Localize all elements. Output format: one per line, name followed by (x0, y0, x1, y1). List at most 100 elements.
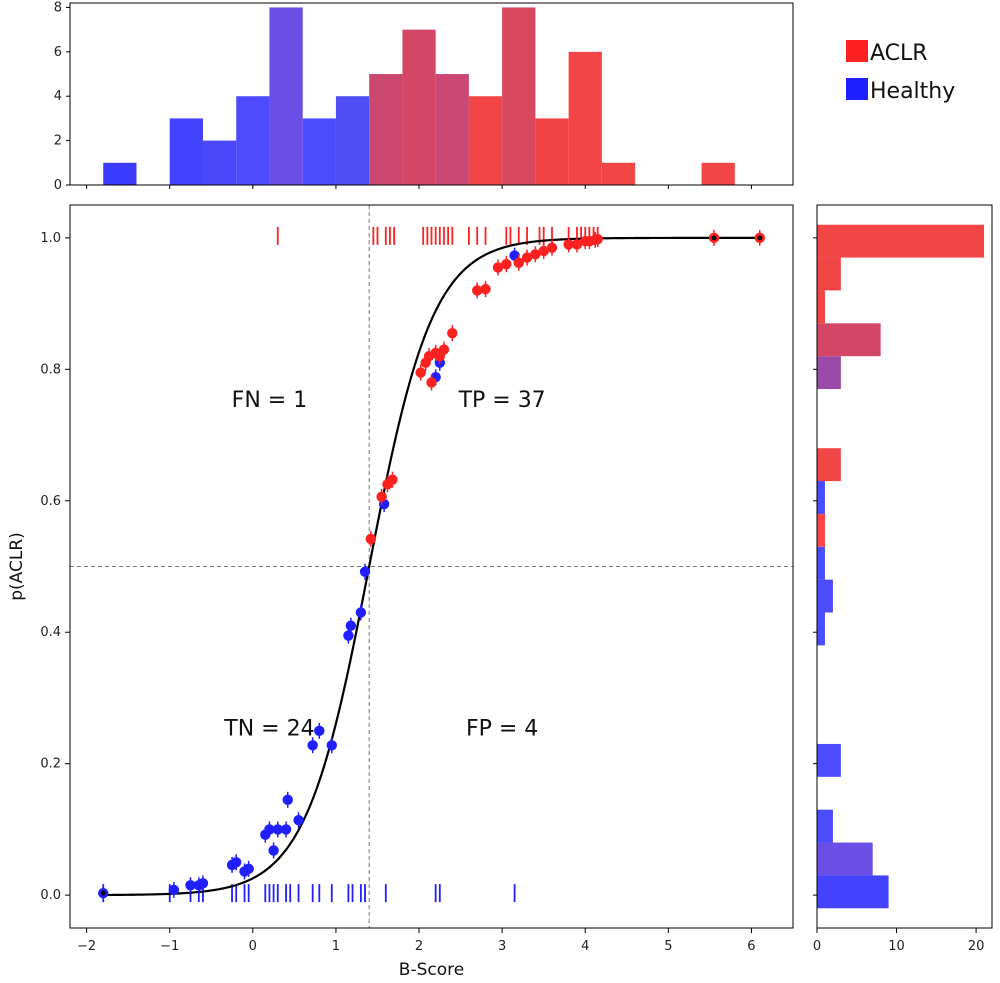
side-hist-bar (817, 546, 825, 580)
data-point-healthy (272, 824, 283, 835)
top-hist-bar (202, 140, 237, 185)
data-point-aclr (492, 262, 504, 273)
x-tick-label: 4 (581, 939, 589, 954)
side-hist-bar (817, 356, 841, 390)
side-hist-bar (817, 842, 873, 876)
top-hist-bar (535, 118, 569, 185)
top-hist-bar (302, 118, 336, 185)
x-tick-label: 6 (747, 939, 755, 954)
quadrant-label: FN = 1 (232, 388, 308, 413)
data-point-aclr (376, 491, 387, 503)
data-point-aclr (415, 367, 426, 378)
data-point-aclr (438, 344, 450, 355)
data-point-aclr (472, 285, 483, 296)
side-hist-bar (817, 612, 825, 646)
data-point-aclr (530, 249, 541, 260)
data-point-healthy (307, 740, 318, 751)
top-hist-bar (468, 96, 503, 185)
top-histogram: 0 2 4 6 8 (54, 0, 794, 193)
side-hist-x-tick-label: 0 (813, 939, 821, 954)
data-point-aclr (501, 258, 512, 270)
top-hist-bar (435, 74, 469, 185)
data-point-healthy (345, 620, 357, 631)
data-point-aclr (592, 233, 603, 245)
side-hist-bar (817, 743, 841, 777)
data-point-aclr (513, 257, 524, 269)
data-point-aclr (546, 242, 558, 253)
data-point-healthy (282, 794, 293, 806)
data-point-healthy (359, 566, 371, 577)
data-point-healthy (185, 880, 196, 891)
top-hist-bar (236, 96, 270, 185)
data-point-healthy (168, 884, 180, 896)
top-hist-y-tick-label: 8 (54, 0, 62, 15)
legend-swatch-healthy (846, 78, 868, 100)
data-point-healthy (280, 824, 292, 835)
top-hist-bar (335, 96, 370, 185)
side-hist-bar (817, 513, 825, 547)
quadrant-label: FP = 4 (466, 717, 538, 742)
y-axis-title: p(ACLR) (7, 532, 27, 601)
side-hist-bar (817, 257, 841, 291)
side-hist-frame (816, 204, 993, 929)
data-point-healthy (293, 815, 304, 826)
point-center-marker (100, 890, 106, 896)
top-hist-bar (369, 74, 403, 185)
side-hist-bar (817, 290, 825, 324)
x-axis-title: B-Score (399, 960, 464, 980)
side-hist-bar (817, 448, 841, 482)
data-point-aclr (426, 377, 437, 388)
x-tick-label: 0 (249, 939, 257, 954)
y-tick-label: 0.6 (40, 494, 61, 509)
top-hist-bar (568, 51, 602, 185)
top-hist-bar (701, 162, 735, 185)
top-hist-bar (502, 7, 536, 185)
top-hist-bar (103, 162, 137, 185)
data-point-healthy (243, 863, 254, 875)
top-hist-bar (169, 118, 203, 185)
x-tick-label: 5 (664, 939, 672, 954)
side-hist-x-tick-label: 20 (968, 939, 985, 954)
x-tick-label: 3 (498, 939, 506, 954)
side-histogram: 0 10 20 (813, 204, 993, 954)
side-hist-bar (817, 224, 985, 258)
legend-label-healthy: Healthy (870, 79, 955, 104)
y-tick-label: 0.8 (40, 362, 61, 377)
y-tick-label: 1.0 (40, 231, 61, 246)
top-hist-y-tick-label: 0 (54, 178, 62, 193)
data-point-healthy (343, 630, 354, 641)
side-hist-bar (817, 481, 825, 514)
data-point-aclr (521, 252, 533, 263)
data-point-aclr (480, 283, 491, 295)
side-hist-bar (817, 579, 833, 613)
top-hist-bar (601, 162, 636, 185)
data-point-healthy (355, 607, 367, 618)
data-point-healthy (264, 824, 275, 835)
main-plot-frame (69, 204, 794, 929)
data-point-healthy (197, 878, 209, 889)
quadrant-label: TP = 37 (458, 388, 546, 413)
data-point-aclr (447, 327, 458, 339)
legend-swatch-aclr (846, 40, 868, 62)
data-point-aclr (563, 239, 574, 250)
legend-label-aclr: ACLR (870, 41, 928, 66)
point-center-marker (711, 235, 717, 241)
top-hist-y-tick-label: 2 (54, 134, 62, 149)
x-tick-label: 1 (332, 939, 340, 954)
x-tick-label: 2 (415, 939, 423, 954)
data-point-healthy (314, 725, 325, 737)
top-hist-bar (269, 7, 303, 185)
data-point-aclr (571, 239, 583, 250)
quadrant-label: TN = 24 (223, 717, 314, 742)
side-hist-bar (817, 323, 881, 357)
x-tick-label: −2 (77, 939, 96, 954)
main-scatter-plot: FN = 1 TP = 37 TN = 24 FP = 4 −2 −1 0 1 2 3 4 5 6 0.0… (7, 204, 794, 980)
top-hist-y-tick-label: 4 (54, 89, 62, 104)
top-hist-bar (402, 29, 436, 186)
side-hist-bar (817, 809, 833, 843)
data-point-healthy (326, 740, 337, 751)
legend: ACLR Healthy (846, 40, 955, 104)
data-point-aclr (387, 474, 398, 485)
x-tick-label: −1 (160, 939, 179, 954)
